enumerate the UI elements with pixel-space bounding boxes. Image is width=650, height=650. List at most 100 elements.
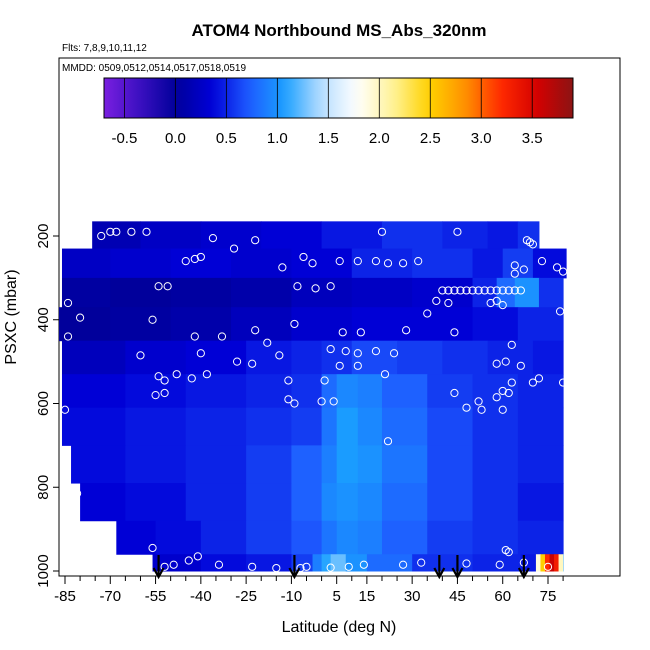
heatmap-cell	[381, 520, 428, 555]
sample-point	[462, 403, 471, 412]
sample-point	[154, 372, 163, 381]
heatmap-cell	[427, 483, 474, 522]
heatmap-cell	[517, 445, 564, 484]
sample-point	[480, 286, 489, 295]
sample-point	[181, 257, 190, 266]
heatmap-cell	[321, 483, 338, 522]
sample-point	[353, 361, 362, 370]
heatmap-cell	[412, 307, 474, 342]
sample-point	[377, 227, 387, 236]
heatmap-cell	[125, 445, 187, 484]
heatmap-cell	[185, 374, 247, 409]
sample-point	[278, 263, 287, 272]
profile-arrow	[152, 555, 165, 580]
heatmap-cell	[246, 407, 292, 446]
sample-point	[504, 388, 513, 398]
sample-point	[296, 563, 305, 573]
sample-point	[558, 267, 568, 276]
heatmap-cell	[540, 554, 546, 572]
sample-point	[450, 388, 459, 398]
colorbar-tick-label: -0.5	[111, 130, 137, 147]
sample-point	[106, 227, 115, 236]
colorbar-tick-label: 2.0	[369, 130, 390, 147]
sample-point	[326, 282, 335, 291]
sample-point	[516, 286, 525, 295]
x-tick-label: -85	[54, 588, 76, 605]
sample-point	[474, 286, 483, 295]
sample-point	[308, 259, 317, 268]
heatmap-cell	[549, 554, 555, 572]
heatmap-cell	[291, 374, 323, 409]
heatmap-cell	[321, 340, 353, 375]
heatmap-cell	[185, 483, 247, 522]
heatmap-cell	[261, 221, 323, 250]
sample-point	[516, 361, 525, 370]
sample-point	[172, 370, 181, 379]
heatmap-cell	[140, 221, 202, 250]
heatmap-cell	[517, 374, 564, 409]
sample-point	[537, 257, 547, 266]
sample-point	[190, 254, 199, 264]
sample-point	[338, 328, 347, 337]
sample-point	[510, 269, 519, 278]
sample-point	[450, 328, 459, 337]
sample-point	[335, 257, 344, 266]
heatmap-cell	[246, 554, 292, 572]
y-tick-label: 400	[35, 307, 52, 332]
colorbar-tick-label: 1.5	[318, 130, 339, 147]
heatmap-cell	[517, 407, 564, 446]
heatmap-cell	[80, 483, 126, 522]
sample-point	[456, 286, 465, 295]
heatmap-cell	[427, 520, 474, 555]
sample-point	[344, 562, 353, 571]
heatmap-cell	[538, 277, 564, 308]
sample-point	[66, 236, 76, 245]
heatmap-cell	[61, 248, 111, 279]
y-tick-label: 600	[35, 391, 52, 416]
sample-point	[423, 309, 432, 318]
heatmap-cell	[246, 520, 292, 555]
sample-point	[371, 257, 381, 266]
heatmap-cell	[554, 554, 560, 572]
sample-point	[495, 560, 504, 569]
heatmap-cell	[381, 407, 428, 446]
heatmap-cell	[291, 483, 323, 522]
sample-point	[486, 298, 495, 308]
heatmap-cell	[246, 445, 292, 484]
sample-point	[317, 397, 326, 406]
heatmap-cell	[532, 248, 567, 279]
heatmap-cell	[321, 445, 338, 484]
sample-point	[543, 562, 553, 571]
heatmap-cell	[472, 445, 519, 484]
colorbar-tick-label: 1.0	[267, 130, 288, 147]
sample-point	[468, 286, 477, 295]
heatmap-cell	[71, 445, 126, 484]
x-tick-label: -55	[145, 588, 167, 605]
heatmap-cell	[517, 520, 564, 555]
sample-point	[284, 376, 293, 385]
sample-point	[63, 298, 73, 308]
sample-point	[450, 286, 459, 295]
sample-point	[558, 378, 568, 387]
colorbar-tick-label: 2.5	[420, 130, 441, 147]
sample-point	[248, 359, 257, 368]
sample-point	[290, 319, 299, 329]
heatmap-cell	[61, 277, 111, 308]
sample-point	[275, 351, 284, 360]
heatmap-cell	[427, 374, 474, 409]
sample-point	[498, 286, 507, 295]
heatmap-cell	[321, 374, 338, 409]
x-axis-label: Latitude (deg N)	[282, 619, 397, 636]
heatmap-cell	[155, 520, 202, 555]
sample-point	[299, 252, 308, 262]
x-tick-label: 30	[404, 588, 421, 605]
x-tick-label: 15	[359, 588, 376, 605]
heatmap-cell	[200, 554, 247, 572]
profile-arrow	[517, 555, 530, 580]
sample-point	[444, 286, 453, 295]
sample-point	[492, 296, 501, 306]
y-axis-label: PSXC (mbar)	[3, 269, 20, 364]
heatmap-cell	[336, 520, 359, 555]
sample-point	[498, 386, 507, 396]
